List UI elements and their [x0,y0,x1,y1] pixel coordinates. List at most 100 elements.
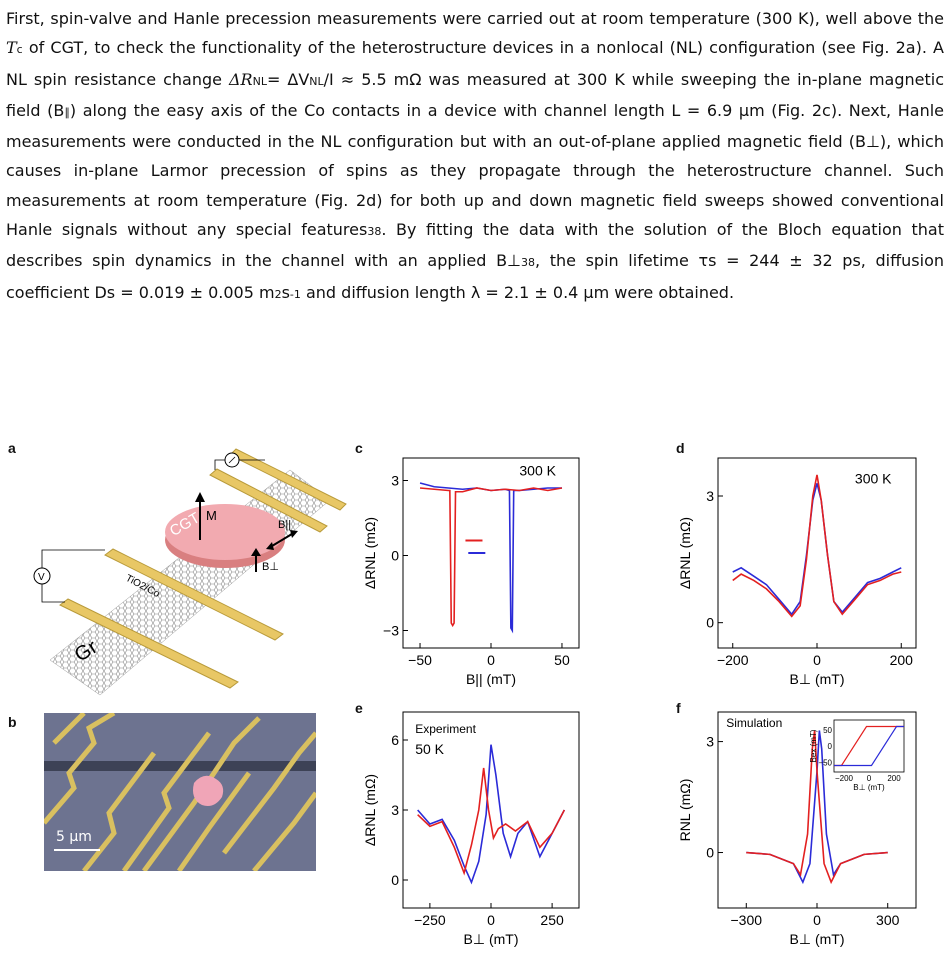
chart-f: −300 0 300 0 3 B⊥ (mT) RNL (mΩ) Simulation −200 0… [677,711,917,947]
y-axis-label: ΔRNL (mΩ) [362,774,378,846]
co-electrode-1 [59,598,239,689]
text-run: s [281,282,290,302]
chart-annotation: Simulation [726,716,782,730]
co-electrode-2 [104,548,284,641]
text-run: ) along the easy axis of the Co contacts… [6,100,945,240]
text-run: = ΔV [266,69,310,89]
chart-e: −250 0 250 0 3 6 B⊥ (mT) ΔRNL (mΩ) Experiment 50 … [362,711,580,947]
inset-x-tick-label: 200 [887,774,901,783]
text-run: , the spin lifetime τs = 244 ± 32 ps, di… [6,251,945,302]
x-axis-label: B⊥ (mT) [790,671,845,687]
x-tick-label: 0 [487,652,495,668]
text-run: . By fitting the data with the solution … [6,220,945,271]
chart-annotation: Experiment [415,722,476,736]
inset-frame [833,719,905,773]
text-run: NL [252,74,267,88]
y-tick-label: 0 [706,845,714,861]
source-wire [214,459,265,470]
x-axis-label: B⊥ (mT) [790,931,845,947]
y-tick-label: 0 [391,548,399,564]
text-run: /I ≈ 5.5 mΩ was measured at 300 K while … [6,69,945,120]
voltmeter-wire [41,549,105,603]
inset-y-tick-label: 50 [823,726,832,735]
m-label: M [206,508,217,523]
text-run: and diffusion length λ = 2.1 ± 0.4 μm we… [300,282,735,302]
x-tick-label: 200 [890,652,914,668]
x-tick-label: 250 [540,912,564,928]
inset-y-label: Bex (mT) [809,729,818,762]
chart-d: −200 0 200 0 3 B⊥ (mT) ΔRNL (mΩ) 300 K [677,457,917,687]
x-tick-label: 0 [813,912,821,928]
x-tick-label: −300 [731,912,763,928]
panel-label-f: f [676,700,681,716]
x-tick-label: 0 [813,652,821,668]
co-electrode-3 [209,468,328,533]
text-run: First, spin-valve and Hanle precession m… [6,9,944,28]
x-axis-label: B⊥ (mT) [464,931,519,947]
inset-x-tick-label: −200 [835,774,854,783]
text-run: -1 [289,287,301,301]
chart-annotation: 300 K [855,470,892,486]
y-tick-label: 3 [706,734,714,750]
body-paragraph: First, spin-valve and Hanle precession m… [6,4,944,309]
chart-c: −50 0 50 −3 0 3 B|| (mT) ΔRNL (mΩ) 300 K [362,457,580,687]
inset-x-label: B⊥ (mT) [853,783,885,792]
panel-label-b: b [8,714,17,730]
voltmeter-label: V [38,572,45,583]
scale-bar [54,849,100,851]
inset-y-tick-label: −50 [818,758,832,767]
inset-y-tick-label: 0 [828,742,833,751]
cgt-flake [165,504,285,560]
text-run: 2 [274,287,282,301]
voltmeter-icon [33,567,51,585]
text-run: NL [309,74,324,88]
reference[interactable]: 38 [520,256,535,270]
reference[interactable]: 38 [367,225,382,239]
panel-label-c: c [355,440,363,456]
x-axis-label: B|| (mT) [466,671,516,687]
series-line-red [746,730,888,885]
panel-label-e: e [355,700,363,716]
chart-annotation: 300 K [519,463,556,479]
y-tick-label: 3 [391,802,399,818]
co-electrode-4 [229,448,347,511]
series-line-blue [419,482,562,634]
x-tick-label: −250 [414,912,446,928]
x-tick-label: 50 [554,652,570,668]
plot-frame [402,457,580,649]
micrograph-drawing [44,713,316,871]
inset-series-blue [834,725,904,767]
x-tick-label: 300 [876,912,900,928]
x-tick-label: −200 [717,652,749,668]
series-line-red [417,767,566,876]
inset-x-tick-label: 0 [867,774,872,783]
series-line-red [732,474,902,618]
text-run: ∥ [64,105,70,119]
text-run: c [16,43,23,57]
x-tick-label: 0 [487,912,495,928]
y-axis-label: ΔRNL (mΩ) [362,517,378,589]
text-run: ΔR [228,69,253,89]
chart-annotation: 50 K [415,741,444,757]
series-line-blue [417,744,566,885]
y-axis-label: ΔRNL (mΩ) [677,517,693,589]
text-run: of CGT, to check the functionality of th… [6,38,944,89]
y-tick-label: 3 [391,473,399,489]
panel-label-a: a [8,440,16,456]
y-tick-label: 6 [391,732,399,748]
text-run: T [6,38,17,58]
device-schematic: CGT M B|| B⊥ TiO2/Co Gr V [33,448,347,696]
y-tick-label: 0 [391,872,399,888]
series-line-red [419,487,563,628]
panel-label-d: d [676,440,685,456]
y-axis-label: RNL (mΩ) [677,779,693,842]
x-tick-label: −50 [408,652,432,668]
y-tick-label: −3 [383,623,399,639]
scale-bar-label: 5 μm [56,829,92,845]
series-line-blue [732,483,902,616]
b-parallel-label: B|| [278,519,291,531]
device-micrograph: 5 μm [44,713,316,871]
y-tick-label: 3 [706,488,714,504]
b-perp-label: B⊥ [262,561,279,573]
y-tick-label: 0 [706,615,714,631]
